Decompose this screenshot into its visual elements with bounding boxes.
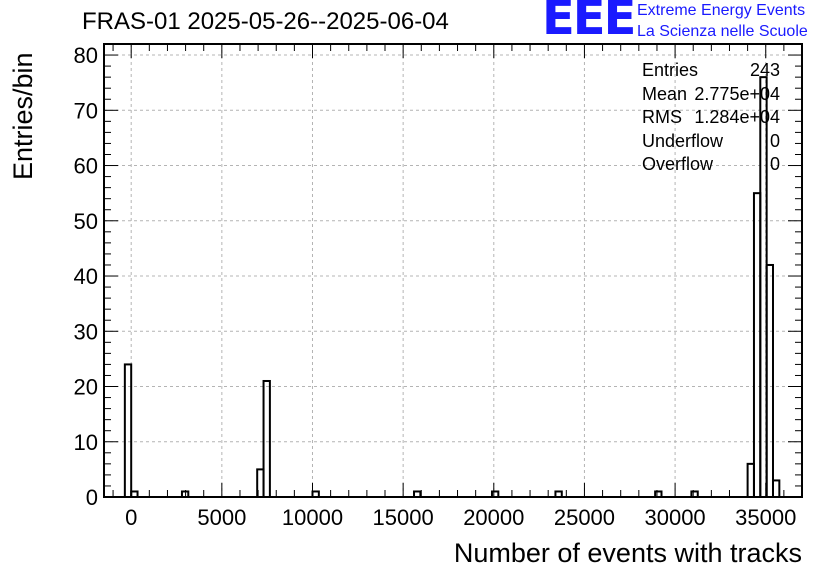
y-tick-label: 80 xyxy=(74,43,98,68)
eee-logo: EEE xyxy=(542,0,636,46)
x-tick-label: 10000 xyxy=(282,505,343,530)
logo-line-1: Extreme Energy Events xyxy=(637,2,806,19)
histogram-bin xyxy=(262,379,271,498)
stats-value: 1.284e+04 xyxy=(694,107,780,127)
stats-value: 2.775e+04 xyxy=(694,83,780,104)
x-tick-label: 0 xyxy=(125,505,137,530)
x-tick-label: 15000 xyxy=(373,505,434,530)
y-tick-label: 20 xyxy=(74,375,98,400)
stats-row: Overflow 0 xyxy=(642,154,780,178)
y-tick-label: 70 xyxy=(74,98,98,123)
stats-key: Entries xyxy=(642,60,699,80)
y-tick-label: 50 xyxy=(74,209,98,234)
stats-value: 0 xyxy=(769,130,780,151)
x-tick-label: 20000 xyxy=(463,505,524,530)
chart-title: FRAS-01 2025-05-26--2025-06-04 xyxy=(82,8,449,35)
stats-row: Entries 243 xyxy=(642,60,780,84)
y-axis-label: Entries/bin xyxy=(8,52,38,180)
plot-frame xyxy=(103,43,803,498)
y-tick-label: 0 xyxy=(86,485,98,510)
y-tick-label: 10 xyxy=(74,430,98,455)
stats-row: Underflow 0 xyxy=(642,131,780,155)
stats-value: 0 xyxy=(769,154,780,174)
stats-key: Overflow xyxy=(642,154,714,174)
stats-key: Mean xyxy=(642,83,688,104)
y-tick-label: 60 xyxy=(74,154,98,179)
x-tick-label: 5000 xyxy=(197,505,246,530)
stats-box: Entries 243 Mean 2.775e+04 RMS 1.284e+04 Under… xyxy=(642,60,780,178)
stats-row: Mean 2.775e+04 xyxy=(642,84,780,108)
x-tick-label: 30000 xyxy=(644,505,705,530)
x-tick-label: 25000 xyxy=(554,505,615,530)
logo-line-2: La Scienza nelle Scuole xyxy=(637,23,808,40)
y-tick-label: 40 xyxy=(74,264,98,289)
stats-row: RMS 1.284e+04 xyxy=(642,107,780,131)
histogram-bin xyxy=(123,363,133,499)
stats-key: RMS xyxy=(642,107,682,127)
y-tick-label: 30 xyxy=(74,319,98,344)
stats-value: 243 xyxy=(749,60,780,80)
histogram-bin xyxy=(771,479,781,498)
x-tick-label: 35000 xyxy=(735,505,796,530)
stats-key: Underflow xyxy=(642,130,724,151)
x-axis-label: Number of events with tracks xyxy=(453,538,802,568)
histogram-bin xyxy=(765,263,774,498)
